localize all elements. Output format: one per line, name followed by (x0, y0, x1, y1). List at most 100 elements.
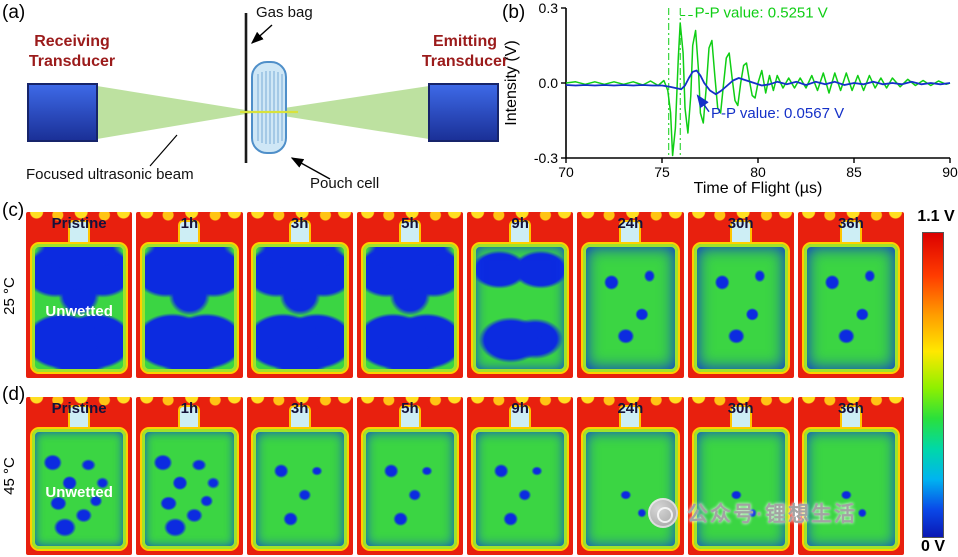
x-tick-label: 85 (846, 164, 862, 180)
row-c-temperature-label: 25 °C (1, 277, 18, 315)
cell-body-map (140, 427, 239, 551)
cell-body-map (360, 242, 459, 374)
gas-bag-label: Gas bag (256, 4, 313, 21)
tile-time-label: 3h (290, 215, 309, 232)
heatmap-tile-3h: 3h (246, 397, 353, 555)
cell-body-map (250, 427, 349, 551)
waveform-plot: 70 75 80 85 90 0.3 0.0 -0.3 P-P value: 0.5251 V P… (534, 0, 958, 180)
tile-time-label: 9h (511, 215, 529, 232)
cell-tab (68, 405, 91, 433)
tile-time-label: Pristine (51, 400, 107, 417)
tile-time-label: Pristine (51, 215, 107, 232)
cell-tab (619, 220, 642, 248)
heatmap-tile-36h: 36h (797, 397, 904, 555)
setup-diagram (27, 13, 499, 180)
watermark: 公众号·锂想生活 (648, 498, 857, 528)
waveform-gas-bag-signal (565, 22, 951, 157)
cell-tab (68, 220, 91, 248)
heatmap-tile-30h: 30h (687, 397, 794, 555)
tile-time-label: 9h (511, 400, 529, 417)
cell-body-map (30, 242, 129, 374)
pp-value-annotation: P-P value: 0.0567 V (711, 105, 844, 122)
cell-layer-stripes (257, 71, 283, 144)
heatmap-tile-24h: 24h (577, 397, 684, 555)
cell-tab (288, 405, 311, 433)
cell-body-map (581, 242, 680, 374)
x-axis-label: Time of Flight (µs) (693, 180, 823, 197)
colorbar-min-label: 0 V (920, 538, 945, 555)
heatmap-tile-5h: 5h (356, 397, 463, 555)
cell-tab (729, 220, 752, 248)
cell-tab (619, 405, 642, 433)
cell-body-map (471, 242, 570, 374)
pouch-cell-label: Pouch cell (310, 175, 380, 192)
cell-tab (178, 405, 201, 433)
cell-tab (729, 405, 752, 433)
heatmap-tile-9h: 9h (467, 397, 574, 555)
cell-tab (288, 220, 311, 248)
emitting-transducer-label: Emitting Transducer (421, 33, 509, 70)
heatmap-tile-36h: 36h (797, 212, 904, 378)
annotation-arrow (696, 94, 710, 113)
y-tick-label: 0.3 (539, 0, 559, 16)
panel-a-letter: (a) (2, 2, 26, 23)
cell-body-map (30, 427, 129, 551)
cell-body-map (471, 427, 570, 551)
focused-beam-label: Focused ultrasonic beam (26, 166, 194, 183)
heatmap-tile-3h: 3h (246, 212, 353, 378)
cell-body-map (691, 427, 790, 551)
emitting-transducer-shape (428, 83, 499, 142)
cell-tab (839, 220, 862, 248)
x-tick-label: 90 (942, 164, 958, 180)
waveform-pouch-cell-signal (565, 69, 951, 96)
panel-a-setup-schematic: (a) Gas bag Receiving Transducer Emittin… (0, 0, 508, 200)
cell-tab (178, 220, 201, 248)
watermark-logo-icon (648, 498, 678, 528)
ultrasonic-beam-right (258, 86, 429, 139)
tile-time-label: 1h (180, 400, 199, 417)
heatmap-tile-pristine: Pristine Unwetted (26, 212, 133, 378)
cell-body-map (140, 242, 239, 374)
unwetted-label: Unwetted (45, 303, 113, 321)
heatmap-tile-1h: 1h (136, 397, 243, 555)
heatmap-row-45c: Pristine Unwetted 1h 3h 5h 9h 24h 30h 36h (26, 397, 904, 555)
tile-time-label: 1h (180, 215, 199, 232)
y-tick-label: 0.0 (539, 75, 559, 91)
cell-body-map (581, 427, 680, 551)
row-d-temperature-label: 45 °C (1, 457, 18, 495)
ultrasonic-beam-left (97, 86, 258, 139)
heatmap-tile-24h: 24h (577, 212, 684, 378)
pouch-cell-arrow (290, 157, 331, 180)
tile-time-label: 5h (401, 400, 419, 417)
panel-b-letter: (b) (502, 2, 526, 23)
tile-time-label: 24h (617, 215, 644, 232)
unwetted-label: Unwetted (45, 483, 113, 501)
y-tick-label: -0.3 (534, 150, 558, 166)
heatmap-tile-5h: 5h (356, 212, 463, 378)
panel-b-waveform-chart: 70 75 80 85 90 0.3 0.0 -0.3 P-P value: 0.5251 V P… (500, 0, 958, 200)
cell-body-map (801, 427, 900, 551)
heatmap-row-25c: Pristine Unwetted 1h 3h 5h 9h 24h 30h 36h (26, 212, 904, 378)
panel-c-letter: (c) (2, 200, 25, 221)
cell-tab (398, 405, 421, 433)
tile-time-label: 24h (617, 400, 644, 417)
cell-tab (509, 220, 532, 248)
tile-time-label: 5h (401, 215, 419, 232)
x-tick-label: 80 (750, 164, 766, 180)
tile-time-label: 30h (727, 215, 754, 232)
cell-tab (509, 405, 532, 433)
heatmap-tile-1h: 1h (136, 212, 243, 378)
y-axis-label: Intensity (V) (503, 40, 520, 126)
receiving-transducer-shape (27, 83, 98, 142)
x-tick-label: 75 (654, 164, 670, 180)
tile-time-label: 30h (727, 400, 754, 417)
pp-value-annotation: P-P value: 0.5251 V (695, 5, 828, 22)
heatmap-tile-30h: 30h (687, 212, 794, 378)
heatmap-tile-pristine: Pristine Unwetted (26, 397, 133, 555)
tile-time-label: 3h (290, 400, 309, 417)
watermark-text: 公众号·锂想生活 (687, 503, 857, 526)
tile-time-label: 36h (837, 400, 864, 417)
receiving-transducer-label: Receiving Transducer (28, 33, 116, 70)
cell-body-map (360, 427, 459, 551)
